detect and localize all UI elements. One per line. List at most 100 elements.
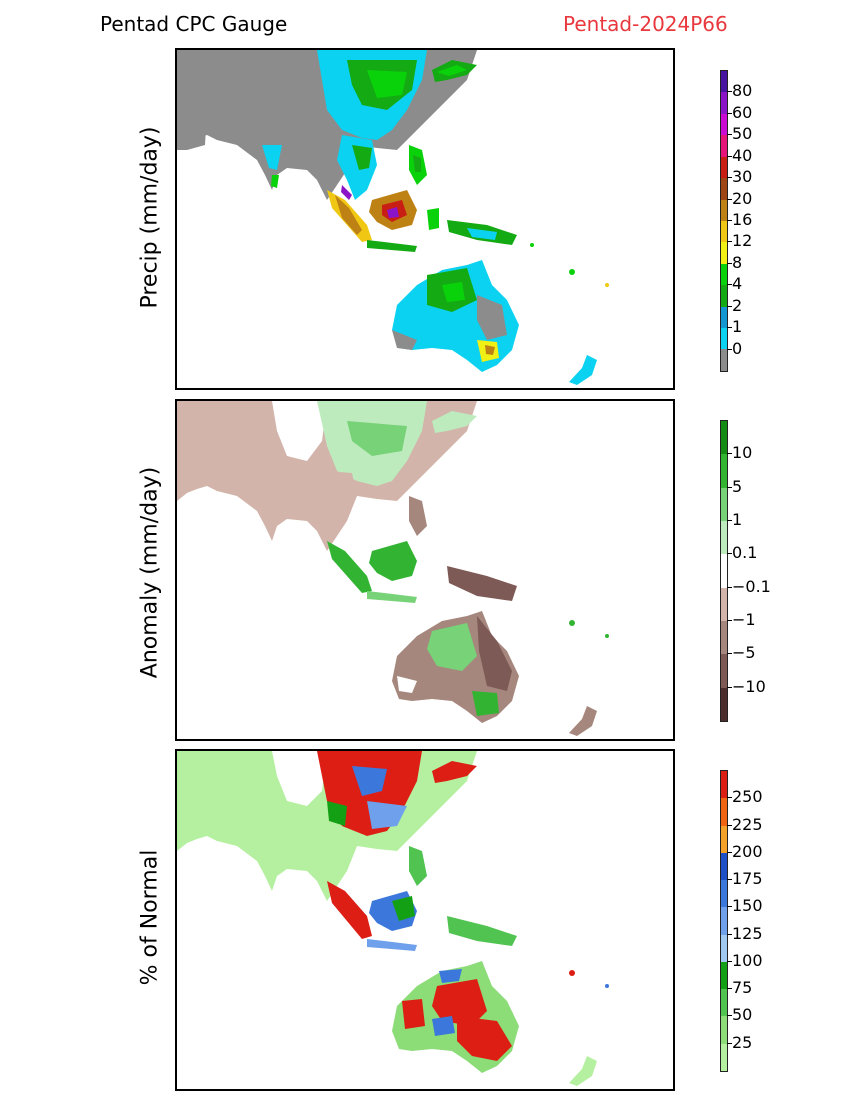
colorbar-tick-mark — [727, 305, 732, 307]
colorbar-tick-mark — [727, 155, 732, 157]
colorbar-segment — [721, 199, 727, 221]
colorbar-tick-mark — [727, 220, 732, 221]
colorbar-tick-label: 40 — [732, 145, 753, 165]
colorbar-tick-mark — [727, 988, 732, 990]
colorbar-segment — [721, 349, 727, 371]
colorbar-tick-mark — [727, 284, 732, 286]
colorbar-tick-mark — [727, 1042, 732, 1044]
colorbar-segment — [721, 135, 727, 157]
colorbar-tick-mark — [727, 586, 732, 588]
colorbar-tick-label: 12 — [732, 231, 753, 251]
colorbar-tick-label: 60 — [732, 102, 753, 122]
colorbar-segment — [721, 178, 727, 200]
colorbar-tick-label: 200 — [732, 841, 763, 861]
colorbar-tick-mark — [727, 879, 732, 881]
precip-axis-label: Precip (mm/day) — [137, 126, 163, 309]
colorbar-tick-mark — [727, 906, 732, 908]
colorbar-tick-label: 80 — [732, 81, 753, 101]
colorbar-segment — [721, 156, 727, 179]
colorbar-tick-label: 0 — [732, 338, 743, 358]
colorbar-segment — [721, 454, 727, 488]
colorbar-segment — [721, 934, 727, 962]
colorbar-tick-label: 1 — [732, 317, 743, 337]
colorbar-segment — [721, 306, 727, 329]
colorbar-segment — [721, 880, 727, 908]
colorbar-segment — [721, 285, 727, 307]
colorbar-tick-mark — [727, 348, 732, 350]
colorbar-tick-label: 50 — [732, 1005, 753, 1025]
colorbar-segment — [721, 771, 727, 799]
colorbar-tick-label: 150 — [732, 896, 763, 916]
page-title: Pentad CPC Gauge — [100, 12, 288, 36]
percent-normal-map-panel — [175, 749, 675, 1091]
colorbar-tick-label: −0.1 — [732, 576, 771, 596]
colorbar-tick-label: 5 — [732, 476, 743, 496]
colorbar-tick-label: −5 — [732, 643, 756, 663]
colorbar-tick-label: 175 — [732, 869, 763, 889]
colorbar-tick-label: 50 — [732, 124, 753, 144]
colorbar-tick-label: 100 — [732, 950, 763, 970]
colorbar-tick-mark — [727, 653, 732, 655]
colorbar-tick-label: 8 — [732, 252, 743, 272]
colorbar-segment — [721, 242, 727, 264]
colorbar-tick-mark — [727, 327, 732, 329]
colorbar-tick-label: 4 — [732, 274, 743, 294]
colorbar-segment — [721, 907, 727, 935]
colorbar-tick-mark — [727, 198, 732, 200]
colorbar-tick-mark — [727, 824, 732, 826]
colorbar-tick-mark — [727, 960, 732, 962]
colorbar-tick-label: 10 — [732, 443, 753, 463]
colorbar-segment — [721, 654, 727, 688]
anomaly-map — [177, 401, 609, 736]
colorbar-tick-label: 30 — [732, 167, 753, 187]
colorbar-tick-label: −1 — [732, 610, 756, 629]
colorbar-tick-mark — [727, 520, 732, 521]
colorbar-tick-mark — [727, 851, 732, 853]
colorbar-tick-mark — [727, 1015, 732, 1017]
colorbar-segment — [721, 71, 727, 93]
colorbar-tick-label: 225 — [732, 814, 763, 834]
precip-map-panel — [175, 48, 675, 390]
colorbar-segment — [721, 587, 727, 621]
colorbar-segment — [721, 1016, 727, 1044]
anomaly-colorbar — [720, 420, 728, 722]
colorbar-segment — [721, 852, 727, 881]
colorbar-tick-mark — [727, 241, 732, 243]
colorbar-tick-mark — [727, 933, 732, 935]
colorbar-segment — [721, 113, 727, 136]
precip-map — [177, 50, 609, 385]
percent-normal-map — [177, 751, 609, 1086]
pentad-label: Pentad-2024P66 — [563, 12, 728, 36]
colorbar-segment — [721, 520, 727, 555]
colorbar-tick-mark — [727, 453, 732, 455]
colorbar-segment — [721, 263, 727, 286]
precip-colorbar — [720, 70, 728, 372]
anomaly-axis-label: Anomaly (mm/day) — [137, 466, 163, 679]
colorbar-tick-mark — [727, 797, 732, 799]
colorbar-tick-label: 20 — [732, 188, 753, 208]
colorbar-tick-mark — [727, 112, 732, 114]
colorbar-tick-mark — [727, 486, 732, 488]
colorbar-tick-mark — [727, 91, 732, 93]
anomaly-map-panel — [175, 399, 675, 741]
colorbar-tick-label: 25 — [732, 1032, 753, 1052]
colorbar-segment — [721, 961, 727, 990]
colorbar-tick-label: 250 — [732, 787, 763, 807]
colorbar-segment — [721, 798, 727, 826]
colorbar-segment — [721, 328, 727, 350]
colorbar-segment — [721, 825, 727, 853]
colorbar-tick-label: 75 — [732, 978, 753, 998]
percent-normal-axis-label: % of Normal — [137, 849, 163, 986]
colorbar-segment — [721, 421, 727, 455]
colorbar-tick-mark — [727, 262, 732, 264]
colorbar-tick-mark — [727, 686, 732, 688]
colorbar-tick-label: 2 — [732, 295, 743, 315]
colorbar-tick-label: 1 — [732, 510, 743, 529]
colorbar-tick-mark — [727, 620, 732, 621]
colorbar-segment — [721, 989, 727, 1017]
colorbar-tick-label: 125 — [732, 923, 763, 943]
colorbar-tick-label: 16 — [732, 210, 753, 229]
colorbar-segment — [721, 687, 727, 721]
colorbar-tick-mark — [727, 553, 732, 555]
colorbar-segment — [721, 620, 727, 655]
